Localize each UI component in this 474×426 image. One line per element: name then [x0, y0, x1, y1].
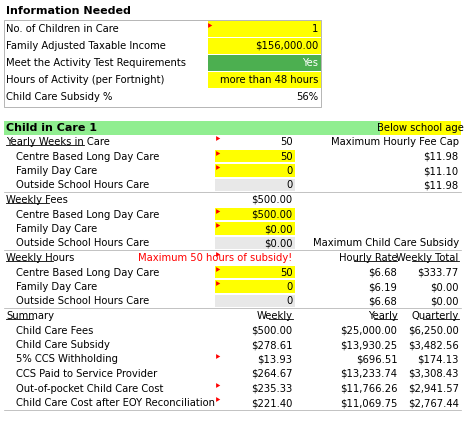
Text: $0.00: $0.00	[430, 282, 459, 292]
Text: 5% CCS Withholding: 5% CCS Withholding	[16, 354, 118, 365]
Text: 50: 50	[280, 152, 292, 161]
Text: Family Day Care: Family Day Care	[16, 224, 97, 234]
Text: $2,941.57: $2,941.57	[408, 383, 459, 394]
Text: Child Care Fees: Child Care Fees	[16, 325, 93, 336]
Text: Outside School Hours Care: Outside School Hours Care	[16, 239, 149, 248]
Bar	[4, 121, 461, 135]
Text: Centre Based Long Day Care: Centre Based Long Day Care	[16, 152, 159, 161]
Text: Weekly Hours: Weekly Hours	[6, 253, 74, 263]
Text: Child in Care 1: Child in Care 1	[6, 123, 97, 133]
Text: Child Care Subsidy %: Child Care Subsidy %	[6, 92, 112, 102]
Text: 0: 0	[286, 181, 292, 190]
Text: Meet the Activity Test Requirements: Meet the Activity Test Requirements	[6, 58, 186, 68]
Text: Weekly: Weekly	[256, 311, 292, 321]
Text: Yes: Yes	[302, 58, 318, 68]
Text: Quarterly: Quarterly	[411, 311, 459, 321]
Text: 1: 1	[312, 24, 318, 34]
Text: 50: 50	[280, 137, 292, 147]
Text: $0.00: $0.00	[264, 239, 292, 248]
Text: $2,767.44: $2,767.44	[408, 398, 459, 408]
Bar	[208, 72, 321, 87]
Text: $6,250.00: $6,250.00	[408, 325, 459, 336]
Text: $500.00: $500.00	[252, 325, 292, 336]
Bar	[380, 121, 461, 135]
Text: 56%: 56%	[296, 92, 318, 102]
Text: Hours of Activity (per Fortnight): Hours of Activity (per Fortnight)	[6, 75, 164, 85]
Text: $11,069.75: $11,069.75	[340, 398, 397, 408]
Bar	[4, 20, 321, 107]
Bar	[208, 38, 321, 54]
Text: $264.67: $264.67	[251, 369, 292, 379]
Text: Outside School Hours Care: Outside School Hours Care	[16, 181, 149, 190]
Text: Maximum 50 hours of subsidy!: Maximum 50 hours of subsidy!	[138, 253, 292, 263]
Text: $696.51: $696.51	[356, 354, 397, 365]
Text: Summary: Summary	[6, 311, 54, 321]
Text: $11,766.26: $11,766.26	[340, 383, 397, 394]
Text: Yearly Weeks in Care: Yearly Weeks in Care	[6, 137, 110, 147]
Text: $13,930.25: $13,930.25	[340, 340, 397, 350]
Text: $11.98: $11.98	[424, 152, 459, 161]
Bar	[208, 89, 321, 104]
Bar	[216, 222, 294, 235]
Text: Hourly Rate: Hourly Rate	[339, 253, 397, 263]
Text: No. of Children in Care: No. of Children in Care	[6, 24, 118, 34]
Text: $3,308.43: $3,308.43	[408, 369, 459, 379]
Text: $11.10: $11.10	[424, 166, 459, 176]
Text: $500.00: $500.00	[252, 210, 292, 219]
Text: Maximum Hourly Fee Cap: Maximum Hourly Fee Cap	[331, 137, 459, 147]
Text: more than 48 hours: more than 48 hours	[220, 75, 318, 85]
Text: Yearly: Yearly	[368, 311, 397, 321]
Text: Child Care Cost after EOY Reconciliation: Child Care Cost after EOY Reconciliation	[16, 398, 215, 408]
Bar	[216, 150, 294, 162]
Text: $221.40: $221.40	[251, 398, 292, 408]
Text: Family Day Care: Family Day Care	[16, 282, 97, 292]
Text: Information Needed: Information Needed	[6, 6, 131, 16]
Text: $174.13: $174.13	[417, 354, 459, 365]
Text: Outside School Hours Care: Outside School Hours Care	[16, 296, 149, 306]
Text: Family Adjusted Taxable Income: Family Adjusted Taxable Income	[6, 41, 166, 51]
Text: $25,000.00: $25,000.00	[340, 325, 397, 336]
Text: 0: 0	[286, 296, 292, 306]
Bar	[216, 208, 294, 220]
Bar	[208, 21, 321, 37]
Text: $333.77: $333.77	[418, 268, 459, 277]
Text: $6.19: $6.19	[368, 282, 397, 292]
Bar	[216, 295, 294, 307]
Text: 0: 0	[286, 282, 292, 292]
Text: $0.00: $0.00	[430, 296, 459, 306]
Text: Centre Based Long Day Care: Centre Based Long Day Care	[16, 210, 159, 219]
Text: $6.68: $6.68	[369, 268, 397, 277]
Text: $500.00: $500.00	[252, 195, 292, 205]
Text: Out-of-pocket Child Care Cost: Out-of-pocket Child Care Cost	[16, 383, 163, 394]
Text: 0: 0	[286, 166, 292, 176]
Text: $156,000.00: $156,000.00	[255, 41, 318, 51]
Bar	[216, 164, 294, 177]
Text: Family Day Care: Family Day Care	[16, 166, 97, 176]
Bar	[216, 237, 294, 249]
Text: Child Care Subsidy: Child Care Subsidy	[16, 340, 109, 350]
Bar	[216, 280, 294, 293]
Bar	[216, 266, 294, 278]
Text: $13,233.74: $13,233.74	[340, 369, 397, 379]
Text: Maximum Child Care Subsidy: Maximum Child Care Subsidy	[312, 239, 459, 248]
Text: Centre Based Long Day Care: Centre Based Long Day Care	[16, 268, 159, 277]
Text: $0.00: $0.00	[264, 224, 292, 234]
Text: Weekly Fees: Weekly Fees	[6, 195, 68, 205]
Text: $11.98: $11.98	[424, 181, 459, 190]
Bar	[216, 179, 294, 191]
Bar	[208, 55, 321, 70]
Text: $278.61: $278.61	[251, 340, 292, 350]
Text: $3,482.56: $3,482.56	[408, 340, 459, 350]
Text: CCS Paid to Service Provider: CCS Paid to Service Provider	[16, 369, 157, 379]
Text: Below school age: Below school age	[377, 123, 464, 133]
Text: $6.68: $6.68	[369, 296, 397, 306]
Text: $235.33: $235.33	[251, 383, 292, 394]
Text: 50: 50	[280, 268, 292, 277]
Text: Weekly Total: Weekly Total	[396, 253, 459, 263]
Text: $13.93: $13.93	[257, 354, 292, 365]
